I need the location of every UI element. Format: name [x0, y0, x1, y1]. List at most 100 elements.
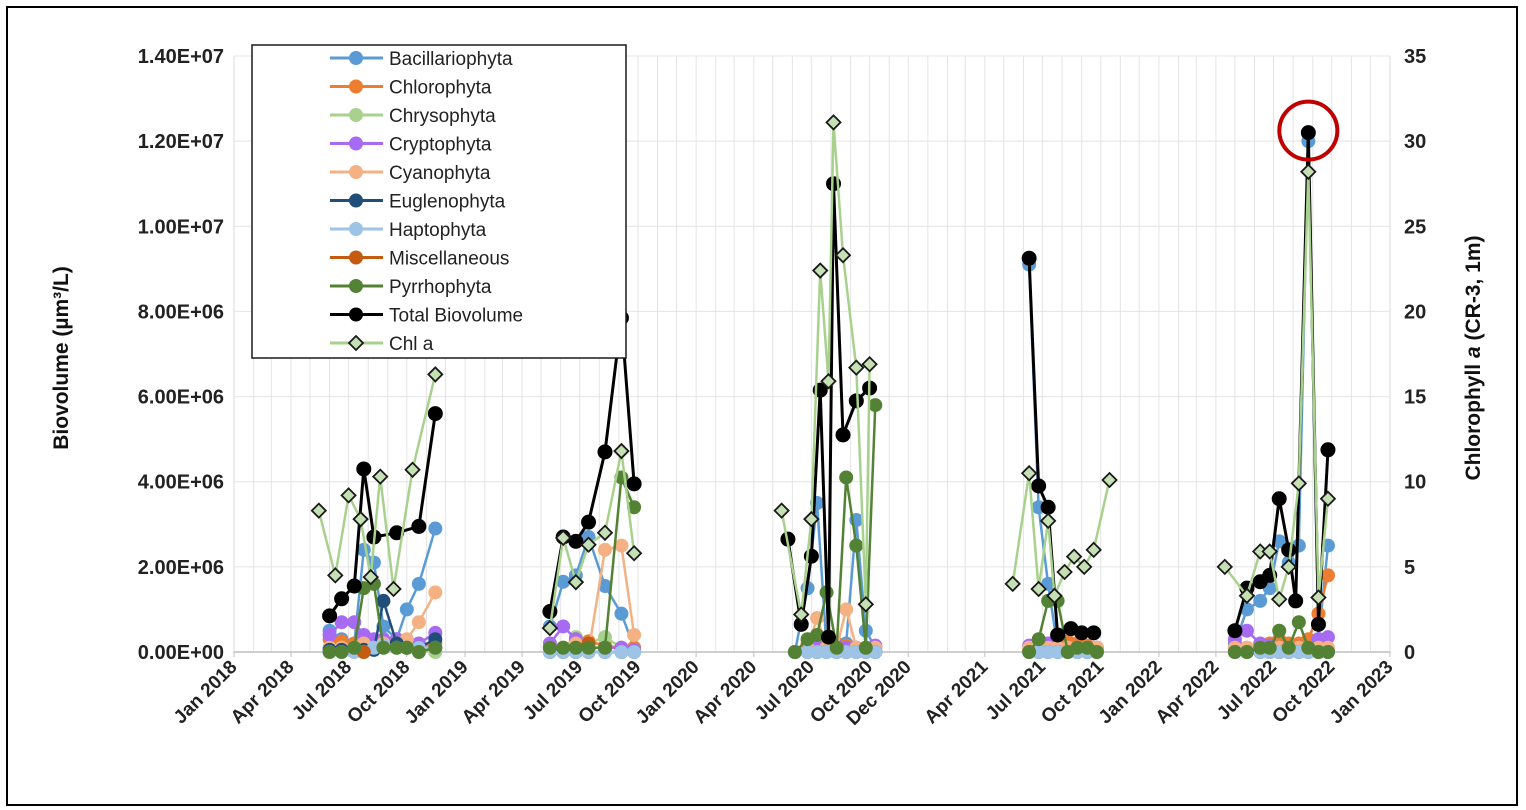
- left-tick-label: 1.20E+07: [138, 131, 224, 153]
- series-pyrrhophyta: [322, 398, 1335, 659]
- data-point: [858, 640, 873, 655]
- data-point: [596, 524, 614, 542]
- data-point: [428, 521, 443, 536]
- legend-item: Chrysophyta: [330, 106, 496, 127]
- data-point: [322, 627, 337, 642]
- data-point: [1227, 645, 1242, 659]
- x-tick-label: Apr 2021: [921, 656, 993, 728]
- data-point: [1310, 589, 1327, 606]
- data-point: [362, 568, 380, 586]
- data-point: [1272, 623, 1287, 638]
- legend-marker: [349, 279, 363, 293]
- data-point: [334, 591, 350, 607]
- data-point: [404, 461, 421, 479]
- legend-item: Cyanophyta: [330, 163, 491, 184]
- x-tick-label: Jan 2023: [1326, 657, 1398, 729]
- legend-item: Euglenophyta: [330, 192, 506, 213]
- data-point: [1288, 593, 1304, 609]
- data-point: [1022, 645, 1037, 659]
- right-axis-title-italic: a: [1462, 346, 1485, 358]
- legend-item: Chl a: [330, 334, 434, 355]
- legend-item: Cryptophyta: [330, 135, 492, 156]
- data-point: [1031, 632, 1046, 647]
- data-point: [371, 468, 389, 485]
- data-point: [839, 470, 854, 485]
- data-point: [376, 593, 391, 608]
- data-point: [1065, 548, 1083, 565]
- data-point: [835, 427, 851, 443]
- series-layer: [310, 114, 1337, 659]
- data-point: [581, 640, 596, 655]
- data-point: [625, 544, 643, 562]
- x-tick-label: Apr 2022: [1152, 657, 1224, 729]
- data-point: [857, 596, 875, 613]
- data-point: [848, 359, 865, 376]
- series-line: [548, 316, 636, 612]
- data-point: [542, 604, 558, 620]
- data-point: [1253, 593, 1268, 608]
- right-axis: 0 5 10 15 20 25 30 35: [1404, 46, 1426, 664]
- legend-marker: [349, 193, 363, 208]
- data-point: [868, 398, 883, 413]
- data-point: [626, 476, 642, 492]
- data-point: [427, 366, 444, 383]
- left-tick-label: 8.00E+06: [138, 301, 224, 323]
- data-point: [340, 487, 357, 504]
- data-point: [1039, 512, 1057, 530]
- legend-label: Total Biovolume: [389, 306, 523, 327]
- data-point: [597, 444, 613, 460]
- legend-marker: [347, 334, 365, 352]
- data-point: [1046, 587, 1063, 605]
- data-point: [597, 640, 612, 655]
- data-point: [568, 640, 583, 655]
- data-point: [627, 627, 642, 642]
- left-tick-label: 2.00E+06: [138, 557, 224, 579]
- data-point: [1270, 590, 1288, 608]
- data-point: [1300, 125, 1316, 141]
- data-point: [839, 602, 854, 617]
- data-point: [614, 606, 629, 621]
- data-point: [556, 640, 571, 655]
- data-point: [541, 619, 559, 637]
- data-point: [1261, 543, 1278, 560]
- data-point: [310, 502, 328, 519]
- data-point: [627, 645, 642, 659]
- data-point: [1239, 645, 1254, 659]
- data-point: [322, 608, 338, 624]
- series-line: [1011, 471, 1111, 598]
- data-point: [1085, 541, 1102, 559]
- data-point: [399, 602, 414, 617]
- series-line: [549, 544, 636, 654]
- data-point: [385, 580, 402, 598]
- data-point: [1101, 471, 1118, 489]
- data-point: [356, 461, 372, 477]
- data-point: [568, 533, 584, 549]
- data-point: [834, 246, 852, 264]
- legend-label: Miscellaneous: [389, 249, 509, 270]
- legend-item: Bacillariophyta: [330, 49, 513, 70]
- legend-item: Total Biovolume: [330, 306, 523, 327]
- right-axis-title: Chlorophyll a (CR-3, 1m): [1462, 235, 1485, 480]
- left-tick-label: 1.00E+07: [138, 216, 224, 238]
- data-point: [1320, 645, 1335, 659]
- data-point: [542, 640, 557, 655]
- right-axis-title-prefix: Chlorophyll: [1462, 358, 1485, 481]
- data-point: [352, 510, 369, 528]
- biovolume-chart: 0.00E+00 2.00E+06 4.00E+06 6.00E+06 8.00E+06…: [50, 44, 1485, 730]
- data-point: [1281, 640, 1296, 655]
- data-point: [567, 573, 585, 591]
- data-point: [1089, 645, 1104, 659]
- data-point: [1031, 478, 1047, 494]
- right-axis-title-suffix: (CR-3, 1m): [1462, 235, 1485, 346]
- data-point: [1238, 587, 1256, 605]
- right-tick-label: 5: [1404, 557, 1415, 579]
- legend-marker: [349, 51, 363, 65]
- data-point: [356, 542, 371, 557]
- chart-frame: 0.00E+00 2.00E+06 4.00E+06 6.00E+06 8.00E+06…: [6, 6, 1518, 806]
- legend-label: Chl a: [389, 334, 434, 355]
- series-line: [780, 121, 871, 616]
- right-tick-label: 10: [1404, 472, 1426, 494]
- data-point: [581, 514, 597, 530]
- legend-marker: [349, 136, 363, 151]
